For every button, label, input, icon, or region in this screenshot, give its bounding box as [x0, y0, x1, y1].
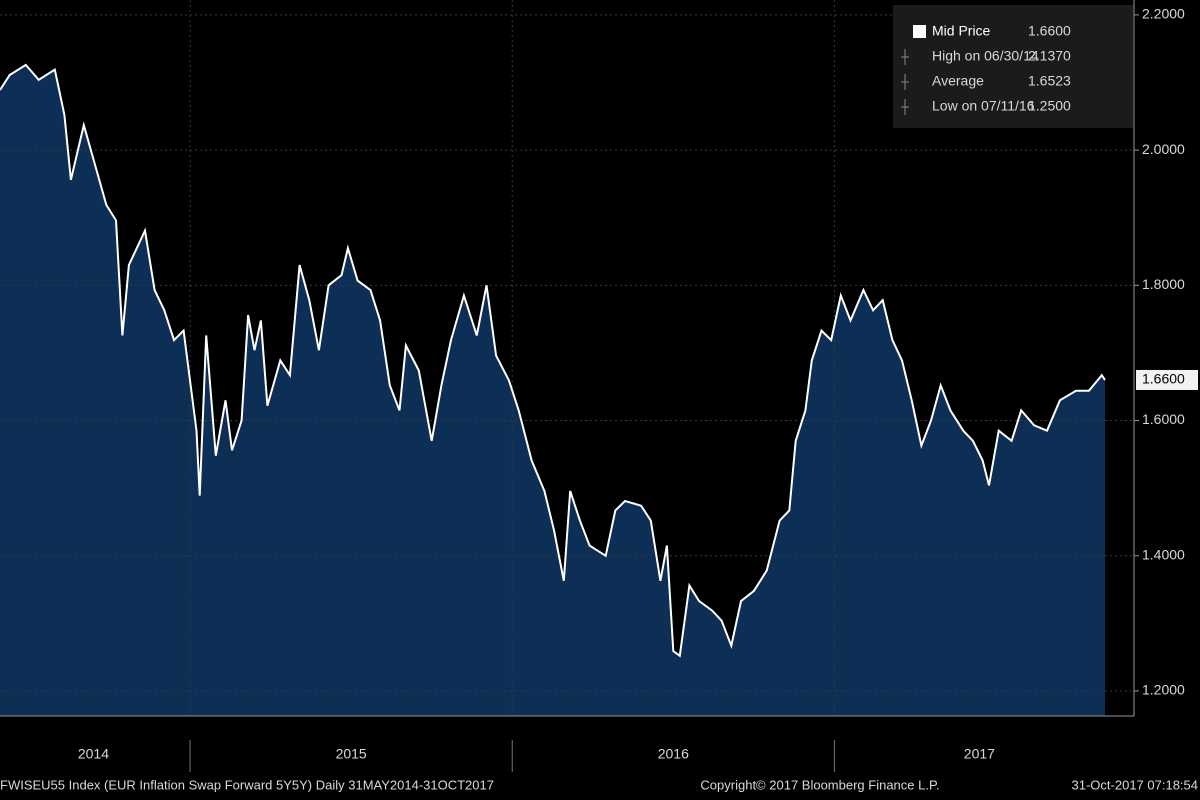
y-tick-label: 2.2000	[1142, 6, 1185, 22]
legend-value: 1.6523	[1028, 73, 1071, 89]
last-price-tag	[1136, 369, 1198, 390]
legend-label: High on 06/30/14	[932, 48, 1039, 64]
legend-box	[893, 5, 1133, 128]
legend-label: Mid Price	[932, 23, 991, 39]
footer-right: 31-Oct-2017 07:18:54	[1072, 777, 1198, 792]
legend-value: 1.6600	[1028, 23, 1071, 39]
footer-center: Copyright© 2017 Bloomberg Finance L.P.	[700, 777, 939, 792]
y-tick-label: 1.8000	[1142, 276, 1185, 292]
legend-value: 1.2500	[1028, 98, 1071, 114]
footer-left: FWISEU55 Index (EUR Inflation Swap Forwa…	[0, 777, 494, 792]
y-tick-label: 2.0000	[1142, 141, 1185, 157]
legend-value: 2.1370	[1028, 48, 1071, 64]
legend-swatch	[913, 25, 926, 38]
legend-label: Low on 07/11/16	[932, 98, 1035, 114]
legend-label: Average	[932, 73, 984, 89]
y-tick-label: 1.2000	[1142, 682, 1185, 698]
x-tick-label: 2017	[964, 746, 995, 762]
x-tick-label: 2015	[336, 746, 367, 762]
y-tick-label: 1.6000	[1142, 411, 1185, 427]
x-tick-label: 2014	[78, 746, 109, 762]
last-price-label: 1.6600	[1142, 371, 1185, 387]
area	[0, 64, 1105, 716]
line	[0, 63, 1106, 658]
y-tick-label: 1.4000	[1142, 546, 1185, 562]
x-tick-label: 2016	[658, 746, 689, 762]
